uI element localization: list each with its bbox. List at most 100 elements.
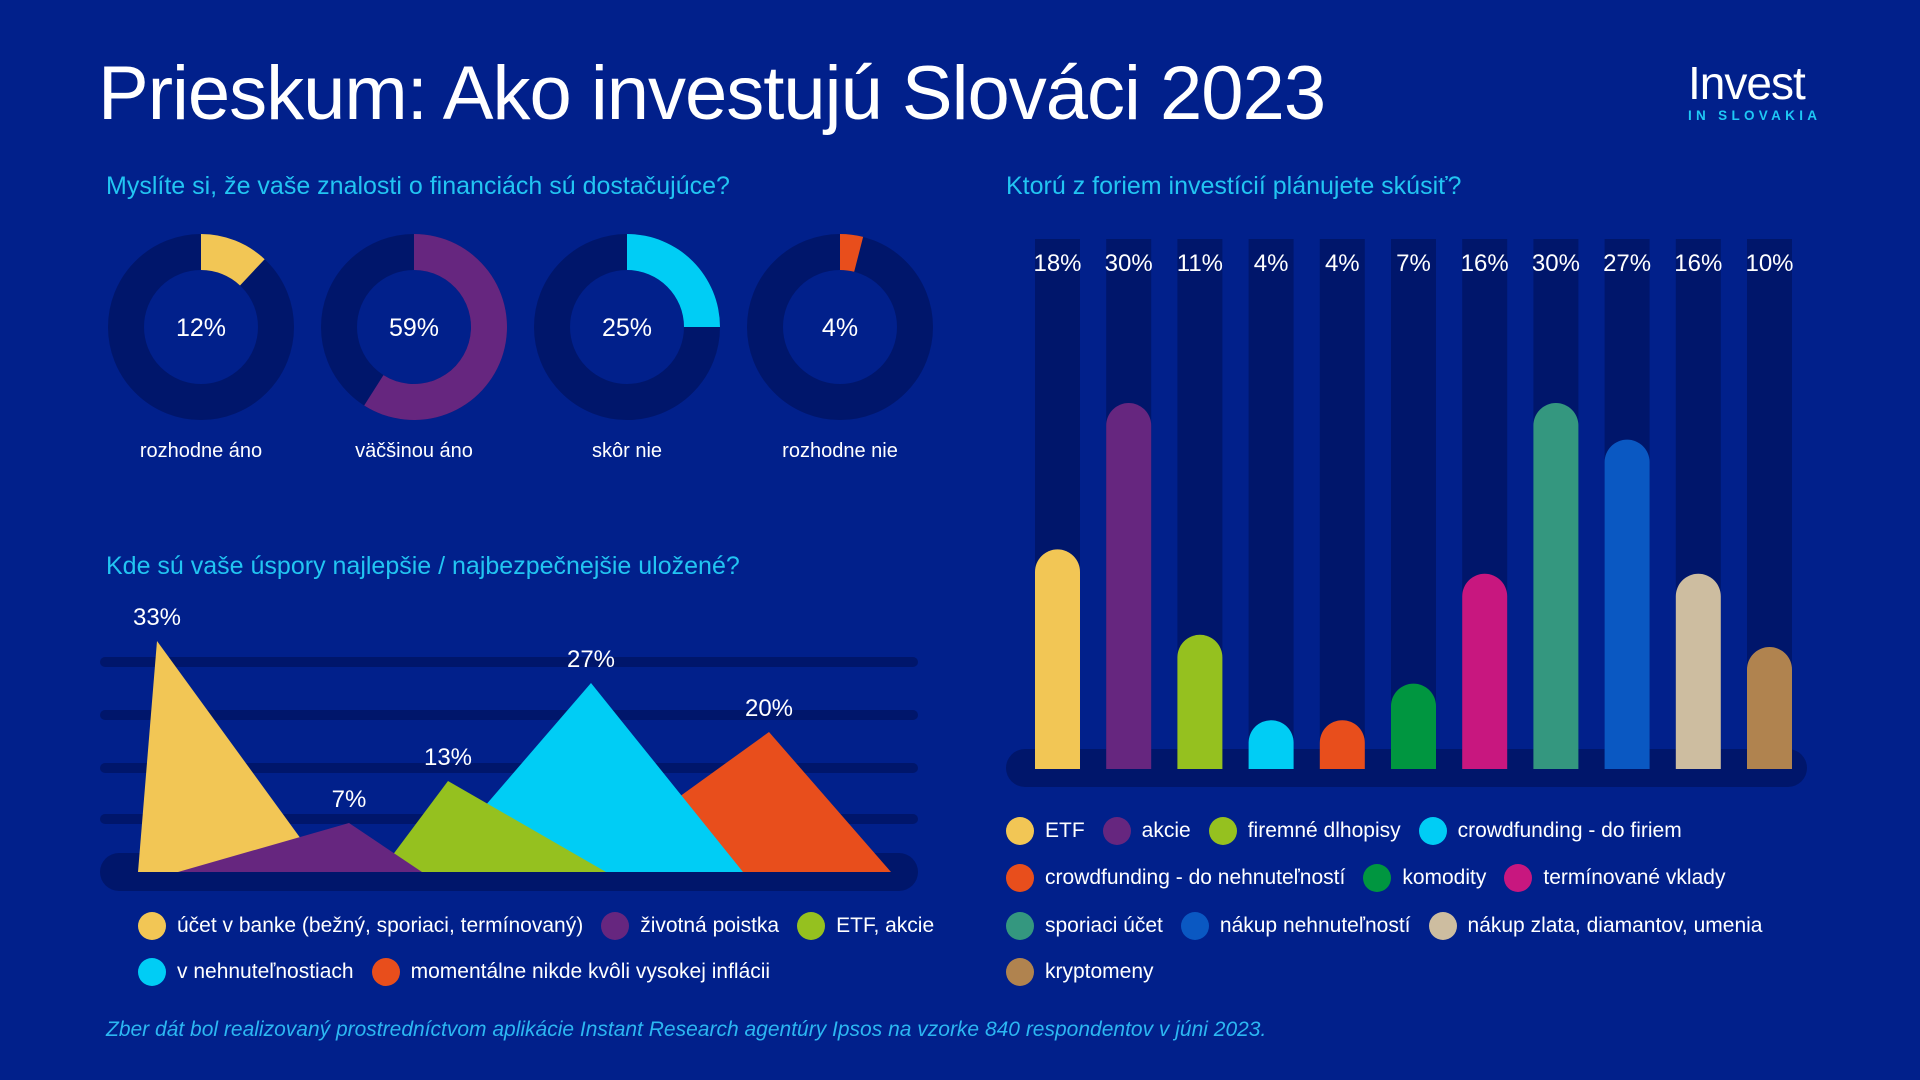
donut-segment bbox=[201, 234, 265, 286]
bar-value-label: 30% bbox=[1532, 250, 1580, 277]
legend-swatch bbox=[1363, 864, 1392, 892]
legend-item: ETF, akcie bbox=[797, 912, 934, 940]
legend-item: účet v banke (bežný, sporiaci, termínova… bbox=[138, 912, 583, 940]
donut-value-label: 59% bbox=[389, 314, 439, 342]
legend-swatch bbox=[1504, 864, 1533, 892]
donut-charts: 12% rozhodne áno 59% väčšinou áno 25% skôr ni… bbox=[108, 234, 933, 462]
legend-swatch bbox=[1428, 912, 1457, 940]
bar-2 bbox=[1106, 403, 1152, 769]
triangle-value-label: 20% bbox=[745, 695, 793, 722]
bar-8 bbox=[1533, 403, 1579, 769]
donut-category-label: skôr nie bbox=[592, 440, 662, 462]
legend-label: životná poistka bbox=[640, 914, 780, 937]
legend-item: kryptomeny bbox=[1006, 958, 1154, 986]
bar-1 bbox=[1035, 549, 1080, 769]
legend-swatch bbox=[1006, 958, 1034, 986]
legend-label: firemné dlhopisy bbox=[1247, 819, 1401, 842]
legend-swatch bbox=[138, 912, 166, 940]
logo-wordmark: Invest bbox=[1688, 57, 1806, 109]
legend-swatch bbox=[1006, 817, 1034, 845]
legend-label: ETF bbox=[1045, 819, 1085, 842]
donut-segment bbox=[840, 234, 864, 272]
bar-track bbox=[1319, 239, 1365, 769]
bar-value-label: 10% bbox=[1745, 250, 1793, 277]
legend-label: crowdfunding - do nehnuteľností bbox=[1045, 866, 1346, 889]
investment-legend-row: sporiaci účet nákup nehnuteľností nákup zl… bbox=[1006, 912, 1768, 940]
bar-value-label: 4% bbox=[1254, 250, 1289, 277]
savings-legend-row: účet v banke (bežný, sporiaci, termínova… bbox=[138, 912, 940, 940]
legend-swatch bbox=[1006, 912, 1034, 940]
legend-label: termínované vklady bbox=[1543, 866, 1726, 889]
legend-swatch bbox=[1208, 817, 1237, 845]
bar-value-label: 7% bbox=[1396, 250, 1431, 277]
legend-item: crowdfunding - do firiem bbox=[1418, 817, 1682, 845]
savings-legend-row: v nehnuteľnostiach momentálne nikde kvôli… bbox=[138, 958, 776, 986]
legend-item: komodity bbox=[1363, 864, 1486, 892]
triangle-1 bbox=[138, 641, 325, 872]
gridline bbox=[100, 763, 918, 773]
donut-value-label: 4% bbox=[822, 314, 858, 342]
donut-value-label: 12% bbox=[176, 314, 226, 342]
gridline bbox=[100, 710, 918, 720]
legend-item: akcie bbox=[1102, 817, 1191, 845]
bar-value-label: 4% bbox=[1325, 250, 1360, 277]
donut-value-label: 25% bbox=[602, 314, 652, 342]
bar-10 bbox=[1675, 573, 1721, 769]
bar-9 bbox=[1604, 439, 1650, 769]
legend-item: nákup zlata, diamantov, umenia bbox=[1428, 912, 1763, 940]
bar-value-label: 16% bbox=[1461, 250, 1509, 277]
triangle-value-label: 27% bbox=[567, 646, 615, 673]
legend-label: sporiaci účet bbox=[1045, 914, 1163, 937]
legend-item: sporiaci účet bbox=[1006, 912, 1163, 940]
legend-swatch bbox=[1006, 864, 1034, 892]
investment-question: Ktorú z foriem investícií plánujete skús… bbox=[1006, 172, 1462, 200]
donut-segment bbox=[627, 234, 720, 327]
donut-category-label: rozhodne nie bbox=[782, 440, 898, 462]
legend-swatch bbox=[371, 958, 400, 986]
legend-item: firemné dlhopisy bbox=[1208, 817, 1401, 845]
donut-3: 25% skôr nie bbox=[534, 234, 720, 462]
bar-5 bbox=[1319, 720, 1365, 769]
bar-value-label: 27% bbox=[1603, 250, 1651, 277]
donut-segment bbox=[364, 234, 507, 420]
legend-label: ETF, akcie bbox=[836, 914, 935, 937]
investment-legend-row: kryptomeny bbox=[1006, 958, 1160, 986]
legend-swatch bbox=[138, 958, 166, 986]
legend-item: termínované vklady bbox=[1504, 864, 1725, 892]
donut-question: Myslíte si, že vaše znalosti o financiác… bbox=[106, 172, 730, 200]
investment-legend-row: ETF akcie firemné dlhopisy crowdfunding - d… bbox=[1006, 817, 1688, 845]
donut-category-label: rozhodne áno bbox=[140, 440, 262, 462]
bar-4 bbox=[1248, 720, 1294, 769]
legend-swatch bbox=[1418, 817, 1447, 845]
bar-value-label: 30% bbox=[1105, 250, 1153, 277]
bar-track bbox=[1248, 239, 1294, 769]
legend-item: ETF bbox=[1006, 817, 1085, 845]
page-title: Prieskum: Ako investujú Slováci 2023 bbox=[98, 51, 1326, 136]
legend-swatch bbox=[1102, 817, 1131, 845]
triangle-value-label: 7% bbox=[332, 786, 367, 813]
bar-value-label: 11% bbox=[1177, 250, 1223, 277]
legend-item: v nehnuteľnostiach bbox=[138, 958, 354, 986]
donut-2: 59% väčšinou áno bbox=[321, 234, 507, 462]
footnote: Zber dát bol realizovaný prostredníctvom… bbox=[106, 1018, 1267, 1041]
legend-label: crowdfunding - do firiem bbox=[1457, 819, 1682, 842]
bar-6 bbox=[1391, 683, 1436, 769]
legend-label: nákup nehnuteľností bbox=[1219, 914, 1411, 937]
legend-label: komodity bbox=[1402, 866, 1487, 889]
gridline bbox=[100, 657, 918, 667]
legend-swatch bbox=[797, 912, 826, 940]
legend-item: nákup nehnuteľností bbox=[1180, 912, 1411, 940]
legend-swatch bbox=[601, 912, 630, 940]
investment-bar-chart: 18% 30% 11% 4% 4% 7% 16% 30% 27% 16% 10% bbox=[1006, 239, 1807, 787]
legend-item: momentálne nikde kvôli vysokej inflácii bbox=[371, 958, 770, 986]
bar-7 bbox=[1462, 573, 1508, 769]
triangle-value-label: 33% bbox=[133, 604, 181, 631]
triangle-2 bbox=[178, 823, 422, 872]
legend-label: kryptomeny bbox=[1045, 960, 1154, 983]
bar-11 bbox=[1747, 647, 1792, 769]
legend-item: životná poistka bbox=[601, 912, 779, 940]
legend-label: nákup zlata, diamantov, umenia bbox=[1467, 914, 1763, 937]
investment-legend-row: crowdfunding - do nehnuteľností komodity t… bbox=[1006, 864, 1731, 892]
bar-track bbox=[1391, 239, 1436, 769]
invest-in-slovakia-logo: Invest IN SLOVAKIA bbox=[1688, 60, 1828, 123]
